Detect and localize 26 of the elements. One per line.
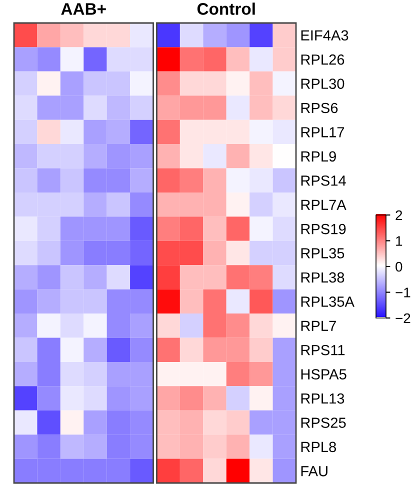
y-tick-label: RPL35A — [301, 296, 354, 307]
y-tick-label: RPL9 — [301, 151, 336, 162]
y-tick-label: RPS11 — [301, 344, 345, 356]
y-tick-label: RPL38 — [301, 272, 344, 283]
y-tick-label: RPS14 — [301, 175, 346, 186]
y-tick-label: RPS19 — [301, 224, 346, 234]
y-tick-label: RPL17 — [301, 127, 344, 138]
color-bar-label: −2 — [396, 313, 410, 324]
y-tick-label: RPL13 — [301, 393, 344, 404]
color-bar-label: −1 — [396, 288, 410, 298]
y-tick-label: RPL8 — [301, 442, 336, 452]
y-tick-label: RPS25 — [301, 418, 346, 428]
y-tick-label: FAU — [301, 466, 328, 476]
color-bar-label: 0 — [396, 262, 402, 272]
color-bar-label: 1 — [396, 236, 402, 246]
y-tick-label: RPL30 — [301, 78, 344, 89]
color-bar-label: 2 — [396, 210, 402, 220]
y-tick-label: RPL35 — [301, 248, 344, 258]
text: AAB+ — [61, 3, 106, 15]
y-tick-label: RPS6 — [301, 102, 338, 114]
y-tick-label: RPL26 — [301, 54, 344, 65]
y-tick-label: HSPA5 — [301, 369, 346, 380]
y-tick-label: RPL7A — [301, 200, 346, 210]
y-tick-label: EIF4A3 — [301, 30, 348, 41]
text: Control — [197, 2, 255, 15]
y-tick-label: RPL7 — [301, 320, 336, 331]
